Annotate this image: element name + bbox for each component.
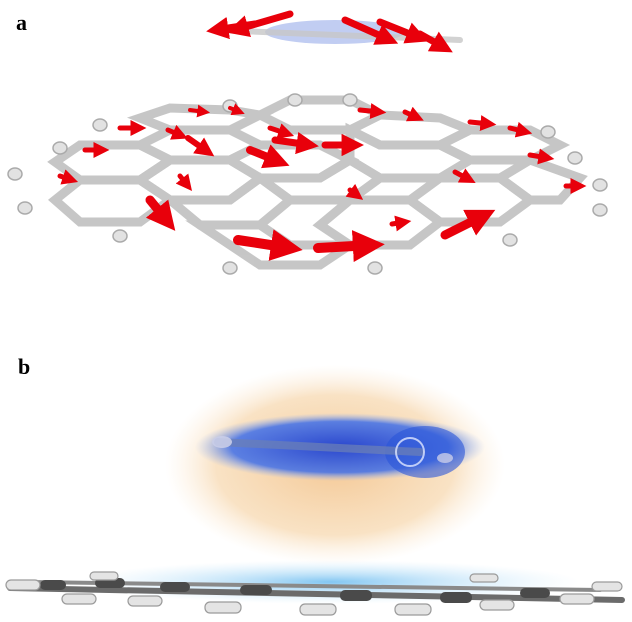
adsorbate-molecule-b [212, 436, 453, 467]
adsorbate-molecule [206, 10, 463, 53]
hydrogen-caps [7, 93, 608, 275]
substrate-side-view [5, 571, 625, 616]
panel-b [5, 365, 625, 616]
panel-label-b: b [18, 354, 31, 379]
substrate-lattice [47, 95, 588, 270]
atom-displacement-arrows [57, 103, 587, 263]
panel-label-a: a [16, 10, 27, 35]
panel-a [7, 10, 608, 275]
atom-displacement-arrows-top [206, 10, 453, 53]
